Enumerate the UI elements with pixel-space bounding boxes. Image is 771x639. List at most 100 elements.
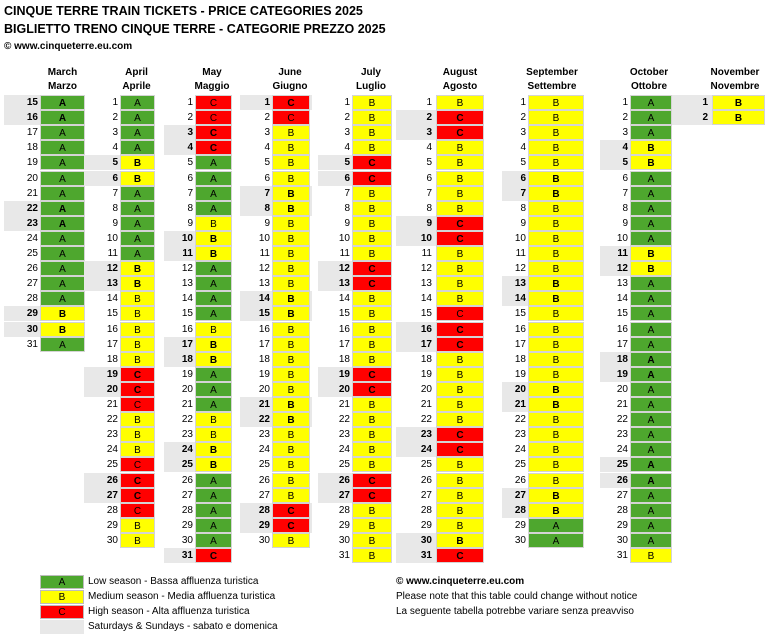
price-category-cell: B xyxy=(436,276,484,292)
month-name-en: October xyxy=(629,67,669,78)
price-category-cell: B xyxy=(272,381,310,397)
price-category-cell: B xyxy=(352,200,392,216)
day-number: 27 xyxy=(616,489,628,501)
price-category-cell: B xyxy=(352,185,392,201)
day-number: 15 xyxy=(258,308,270,320)
price-category-cell: B xyxy=(195,427,232,443)
day-number: 2 xyxy=(344,112,350,124)
day-number: 13 xyxy=(514,278,526,290)
price-category-cell: A xyxy=(630,517,672,533)
day-number: 8 xyxy=(344,202,350,214)
price-category-cell: B xyxy=(528,457,584,473)
day-number: 24 xyxy=(420,444,432,456)
title-english: CINQUE TERRE TRAIN TICKETS - PRICE CATEG… xyxy=(4,4,363,18)
price-category-cell: B xyxy=(528,472,584,488)
price-category-cell: B xyxy=(528,487,584,503)
day-number: 17 xyxy=(106,338,118,350)
day-number: 22 xyxy=(106,414,118,426)
price-category-cell: B xyxy=(630,261,672,277)
day-number: 12 xyxy=(258,263,270,275)
price-category-cell: A xyxy=(40,336,85,352)
day-number: 17 xyxy=(420,338,432,350)
price-category-cell: B xyxy=(272,427,310,443)
price-category-cell: B xyxy=(272,155,310,171)
month-name-it: Novembre xyxy=(710,81,760,92)
price-category-cell: B xyxy=(352,442,392,458)
day-number: 24 xyxy=(514,444,526,456)
day-number: 10 xyxy=(106,232,118,244)
day-number: 18 xyxy=(258,353,270,365)
day-number: 21 xyxy=(26,187,38,199)
day-number: 2 xyxy=(264,112,270,124)
month-name-it: Luglio xyxy=(356,81,386,92)
day-number: 15 xyxy=(181,308,193,320)
legend-swatch-weekend xyxy=(40,620,84,634)
price-category-cell: C xyxy=(272,517,310,533)
day-number: 23 xyxy=(258,429,270,441)
price-category-cell: B xyxy=(272,200,310,216)
day-number: 26 xyxy=(514,474,526,486)
price-category-cell: B xyxy=(272,457,310,473)
price-category-cell: B xyxy=(436,95,484,110)
day-number: 12 xyxy=(514,263,526,275)
price-category-cell: B xyxy=(195,351,232,367)
footer-note-english: Please note that this table could change… xyxy=(396,591,638,602)
day-number: 14 xyxy=(420,293,432,305)
price-category-cell: B xyxy=(120,276,155,292)
price-category-cell: B xyxy=(272,276,310,292)
day-number: 30 xyxy=(338,534,350,546)
price-category-cell: A xyxy=(40,170,85,186)
price-category-cell: B xyxy=(528,502,584,518)
footer-note-italian: La seguente tabella potrebbe variare sen… xyxy=(396,606,634,617)
day-number: 29 xyxy=(181,519,193,531)
price-category-cell: C xyxy=(272,502,310,518)
price-category-cell: C xyxy=(272,95,310,110)
day-number: 8 xyxy=(112,202,118,214)
price-category-cell: B xyxy=(272,185,310,201)
price-category-cell: C xyxy=(120,397,155,412)
day-number: 30 xyxy=(26,323,38,335)
day-number: 6 xyxy=(344,172,350,184)
price-category-cell: B xyxy=(272,291,310,307)
day-number: 9 xyxy=(344,217,350,229)
price-category-cell: A xyxy=(40,110,85,126)
day-number: 28 xyxy=(181,504,193,516)
month-name-it: Marzo xyxy=(48,81,77,92)
day-number: 3 xyxy=(426,127,432,139)
day-number: 27 xyxy=(106,489,118,501)
price-category-cell: B xyxy=(352,125,392,141)
price-category-cell: C xyxy=(120,366,155,382)
day-number: 18 xyxy=(106,353,118,365)
day-number: 11 xyxy=(259,248,270,259)
day-number: 16 xyxy=(26,112,38,124)
price-category-cell: B xyxy=(120,306,155,322)
day-number: 8 xyxy=(426,202,432,214)
price-category-cell: B xyxy=(528,427,584,443)
price-category-cell: C xyxy=(352,472,392,488)
price-category-cell: A xyxy=(120,215,155,231)
price-category-cell: B xyxy=(528,336,584,352)
day-number: 19 xyxy=(616,368,628,380)
price-category-cell: B xyxy=(195,321,232,337)
price-category-cell: C xyxy=(436,321,484,337)
day-number: 29 xyxy=(258,519,270,531)
price-category-cell: B xyxy=(436,170,484,186)
day-number: 9 xyxy=(187,217,193,229)
price-category-cell: A xyxy=(40,155,85,171)
price-category-cell: B xyxy=(528,306,584,322)
price-category-cell: B xyxy=(630,246,672,261)
day-number: 19 xyxy=(181,368,193,380)
price-category-cell: B xyxy=(436,351,484,367)
day-number: 10 xyxy=(514,232,526,244)
price-category-cell: B xyxy=(195,230,232,246)
day-number: 26 xyxy=(258,474,270,486)
price-category-cell: A xyxy=(40,95,85,110)
price-category-cell: A xyxy=(528,517,584,533)
day-number: 9 xyxy=(520,217,526,229)
price-category-cell: A xyxy=(630,321,672,337)
day-number: 16 xyxy=(181,323,193,335)
price-category-cell: A xyxy=(195,397,232,412)
day-number: 28 xyxy=(514,504,526,516)
day-number: 21 xyxy=(338,399,350,410)
price-category-cell: A xyxy=(630,381,672,397)
